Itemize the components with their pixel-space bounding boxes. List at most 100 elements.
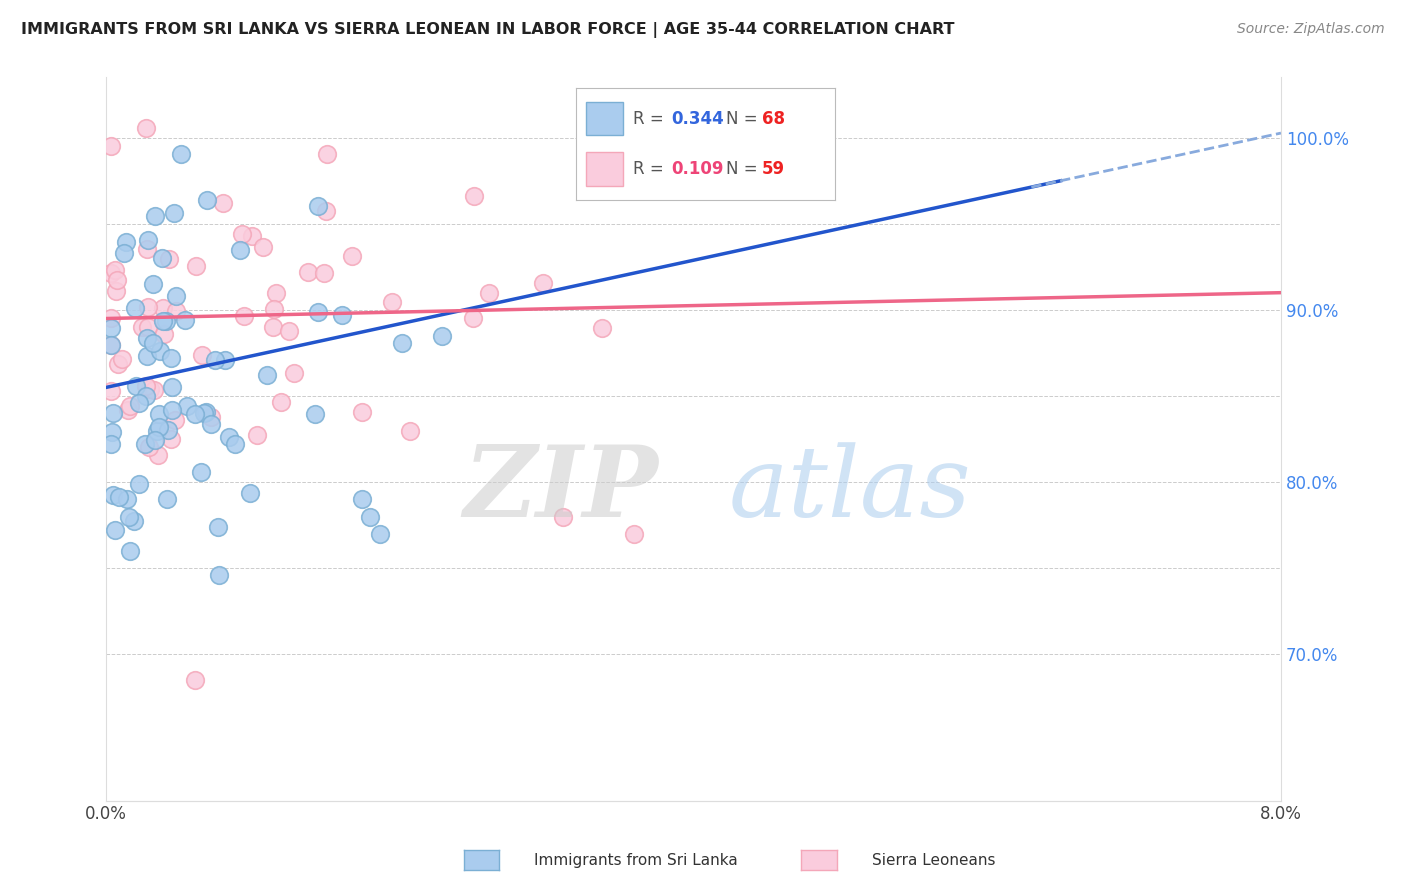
Point (218, 430, 240, 444)
Point (117, 492, 139, 507)
Point (156, 423, 179, 437)
Point (533, 276, 555, 290)
Point (100, 338, 122, 352)
Point (233, 310, 256, 324)
Point (184, 407, 207, 421)
Point (195, 405, 218, 419)
Point (138, 382, 160, 396)
Point (214, 353, 236, 368)
Point (122, 515, 145, 529)
Point (315, 203, 337, 218)
Point (163, 413, 186, 427)
Point (207, 520, 229, 534)
Point (152, 301, 174, 315)
Point (104, 262, 127, 277)
Point (391, 336, 413, 351)
Point (128, 477, 150, 491)
Point (117, 403, 139, 417)
Point (623, 526, 645, 541)
Text: ZIP: ZIP (464, 442, 658, 538)
Point (263, 301, 285, 316)
Point (100, 310, 122, 325)
Point (200, 409, 222, 424)
Point (370, 526, 392, 541)
Point (477, 285, 499, 300)
Point (118, 509, 141, 524)
Point (153, 326, 176, 341)
Point (266, 285, 288, 300)
Point (307, 199, 329, 213)
Point (461, 311, 484, 326)
Point (103, 406, 125, 420)
Point (193, 406, 215, 420)
Point (135, 121, 157, 136)
Point (212, 196, 235, 211)
Point (228, 243, 250, 257)
Point (149, 344, 172, 359)
Point (110, 351, 132, 366)
Point (197, 194, 219, 208)
Point (112, 246, 135, 260)
Point (124, 301, 146, 315)
Point (342, 249, 364, 263)
Point (432, 329, 454, 343)
Point (100, 384, 122, 399)
Point (312, 266, 335, 280)
Point (240, 228, 263, 243)
Point (136, 331, 159, 345)
Point (307, 305, 329, 319)
Text: Source: ZipAtlas.com: Source: ZipAtlas.com (1237, 22, 1385, 37)
Point (146, 424, 169, 438)
Point (278, 324, 301, 338)
Point (297, 264, 319, 278)
Point (553, 509, 575, 524)
Point (150, 251, 173, 265)
Point (165, 289, 187, 303)
Point (190, 465, 212, 479)
Point (138, 233, 160, 247)
Point (165, 303, 187, 318)
Point (100, 437, 122, 451)
Point (176, 399, 198, 413)
Point (118, 544, 141, 558)
Point (350, 405, 373, 419)
Point (283, 366, 305, 380)
Point (359, 509, 381, 524)
Point (304, 408, 326, 422)
Point (101, 425, 124, 440)
Point (200, 417, 222, 432)
Point (252, 240, 274, 254)
Point (134, 437, 156, 451)
Point (186, 259, 208, 273)
Point (143, 209, 166, 223)
Point (399, 425, 422, 439)
Point (208, 568, 231, 582)
Point (101, 488, 124, 502)
Text: Sierra Leoneans: Sierra Leoneans (872, 854, 995, 868)
Point (148, 448, 170, 462)
Point (256, 368, 278, 382)
Point (142, 277, 165, 292)
Point (100, 266, 122, 280)
Point (125, 379, 148, 393)
Point (136, 350, 159, 364)
Point (270, 394, 292, 409)
Point (160, 351, 183, 366)
Point (152, 314, 174, 328)
Point (160, 432, 183, 446)
Point (224, 437, 246, 451)
Point (591, 320, 613, 334)
Point (148, 420, 170, 434)
Point (155, 314, 177, 328)
Point (381, 295, 404, 310)
Point (263, 320, 285, 334)
Point (157, 252, 180, 266)
Point (239, 486, 262, 500)
Point (128, 395, 150, 409)
Point (138, 440, 160, 454)
Point (160, 402, 183, 417)
Point (136, 242, 159, 256)
Point (108, 490, 131, 504)
Point (316, 147, 339, 161)
Point (204, 353, 226, 368)
